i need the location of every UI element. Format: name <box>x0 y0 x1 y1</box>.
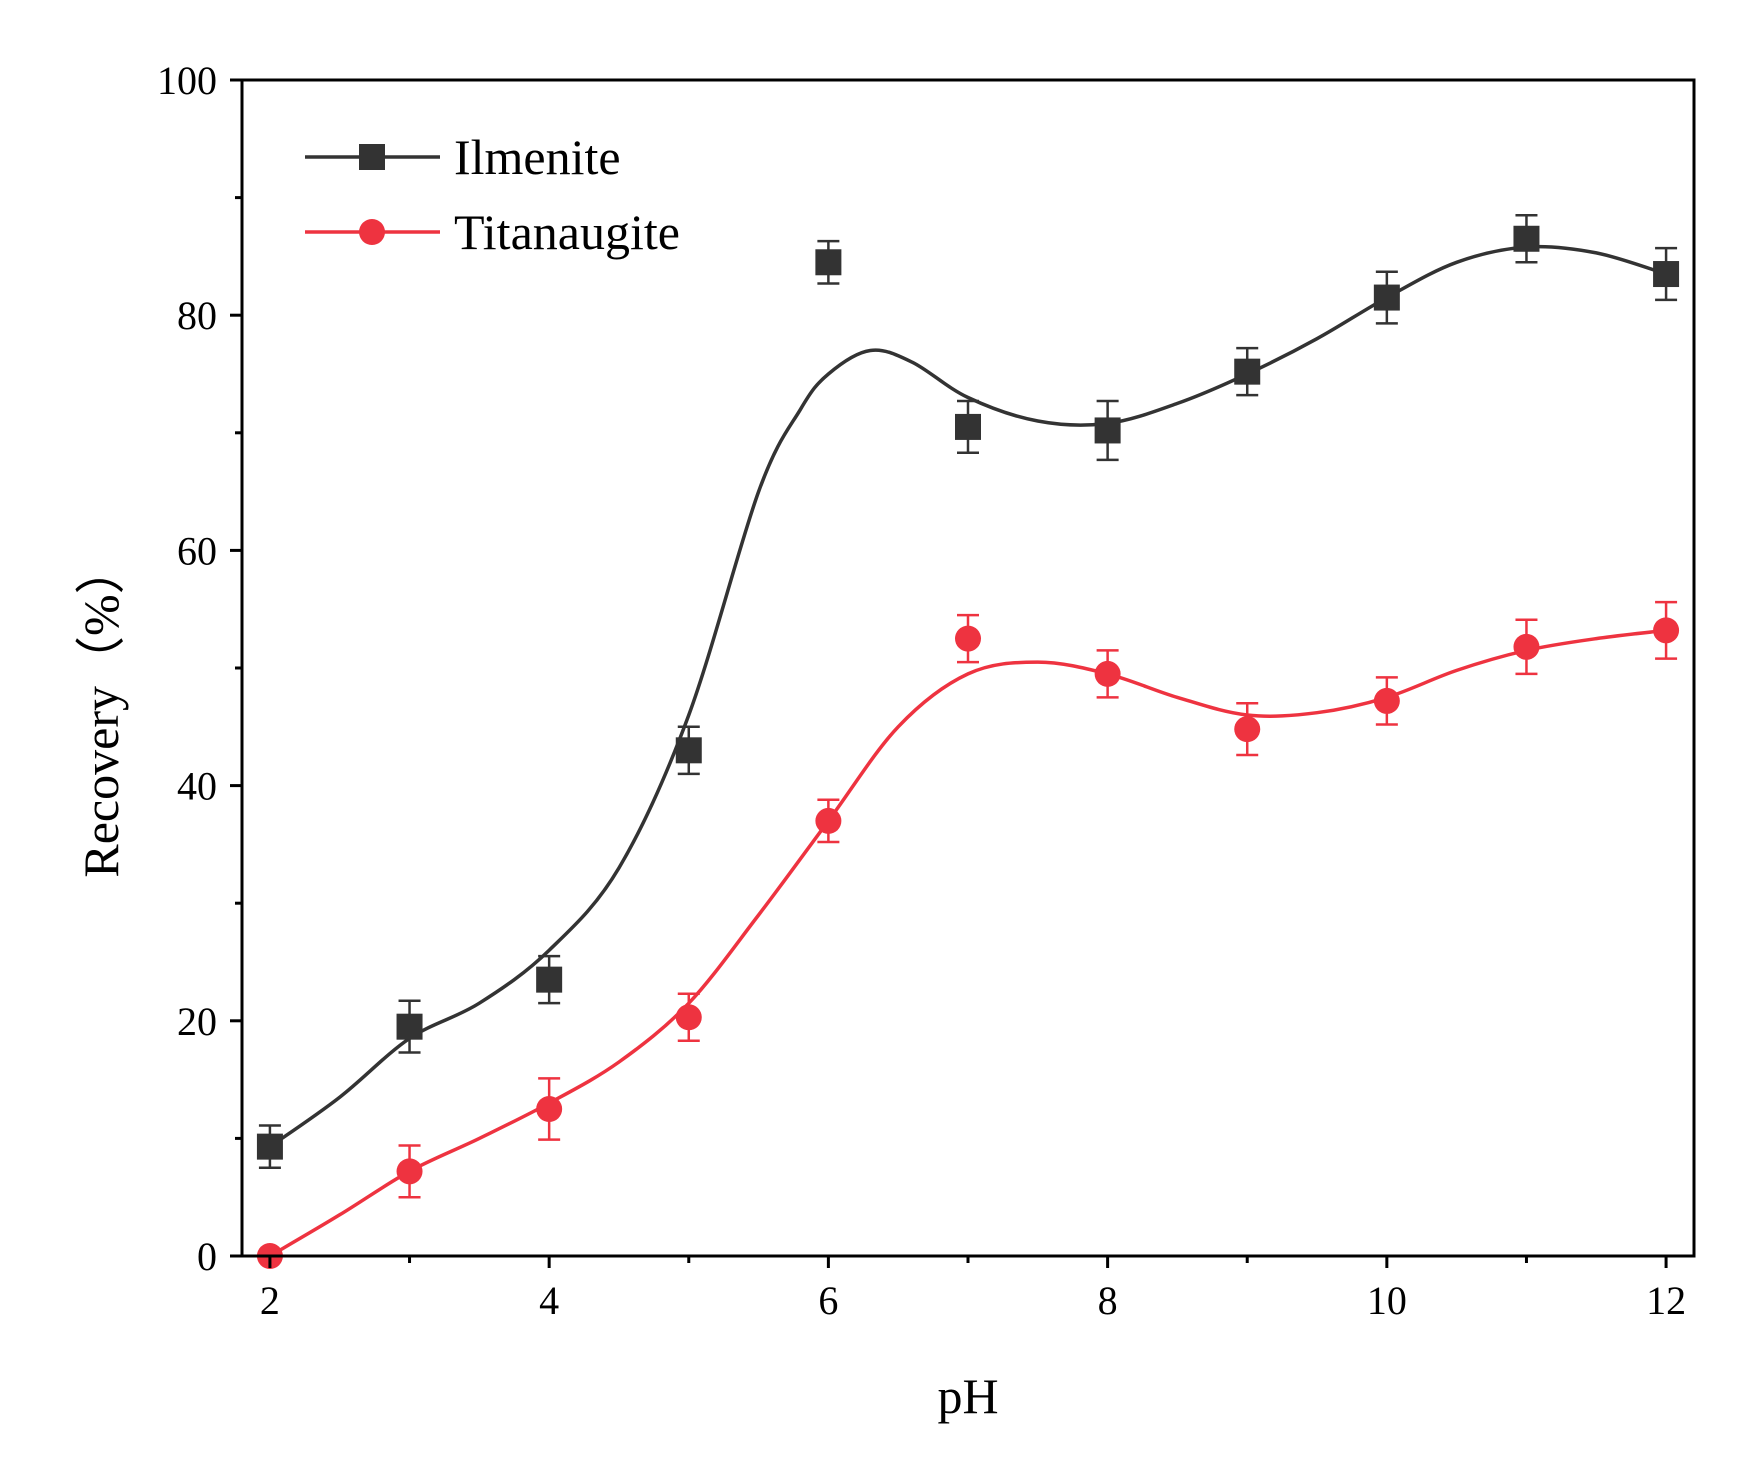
data-point-titanaugite <box>1653 617 1680 644</box>
legend-marker-ilmenite <box>359 144 385 170</box>
x-tick-label: 6 <box>818 1278 838 1323</box>
y-tick-label: 20 <box>177 999 217 1044</box>
series-titanaugite <box>256 600 1680 1269</box>
legend: Ilmenite Titanaugite <box>305 129 680 260</box>
x-tick-label: 10 <box>1367 1278 1407 1323</box>
data-point-titanaugite <box>1234 716 1261 743</box>
fit-line-titanaugite <box>269 628 1667 1258</box>
y-axis-title: Recovery（%） <box>73 544 129 877</box>
y-tick-label: 40 <box>177 764 217 809</box>
data-point-ilmenite <box>675 737 702 764</box>
x-axis-title: pH <box>937 1368 998 1424</box>
data-point-ilmenite <box>256 1133 283 1160</box>
y-tick-label: 0 <box>197 1234 217 1279</box>
legend-marker-titanaugite <box>359 219 385 245</box>
x-tick-label: 2 <box>260 1278 280 1323</box>
data-point-ilmenite <box>1373 284 1400 311</box>
data-point-ilmenite <box>1653 261 1680 288</box>
data-point-titanaugite <box>396 1158 423 1185</box>
data-point-ilmenite <box>396 1013 423 1040</box>
axes: 2 4 6 8 10 12 0 20 40 60 80 100 <box>157 58 1696 1323</box>
y-tick-label: 100 <box>157 58 217 103</box>
x-tick-label: 12 <box>1646 1278 1686 1323</box>
data-point-titanaugite <box>675 1004 702 1031</box>
data-point-titanaugite <box>536 1096 563 1122</box>
y-tick-label: 60 <box>177 528 217 573</box>
x-tick-label: 4 <box>539 1278 559 1323</box>
plot-area <box>256 213 1680 1269</box>
legend-label-ilmenite: Ilmenite <box>454 129 621 185</box>
legend-label-titanaugite: Titanaugite <box>454 204 680 260</box>
data-point-ilmenite <box>955 413 981 440</box>
data-point-titanaugite <box>1513 633 1540 660</box>
data-point-ilmenite <box>815 249 842 276</box>
series-ilmenite <box>256 213 1680 1170</box>
data-point-ilmenite <box>536 966 563 993</box>
data-point-titanaugite <box>815 807 842 834</box>
data-point-titanaugite <box>955 625 981 652</box>
data-point-titanaugite <box>1373 687 1400 714</box>
x-tick-label: 8 <box>1098 1278 1118 1323</box>
y-tick-label: 80 <box>177 293 217 338</box>
data-point-ilmenite <box>1094 417 1121 444</box>
data-point-titanaugite <box>1094 660 1121 687</box>
data-point-ilmenite <box>1234 358 1261 385</box>
fit-line-ilmenite <box>268 244 1667 1149</box>
data-point-ilmenite <box>1513 225 1540 252</box>
